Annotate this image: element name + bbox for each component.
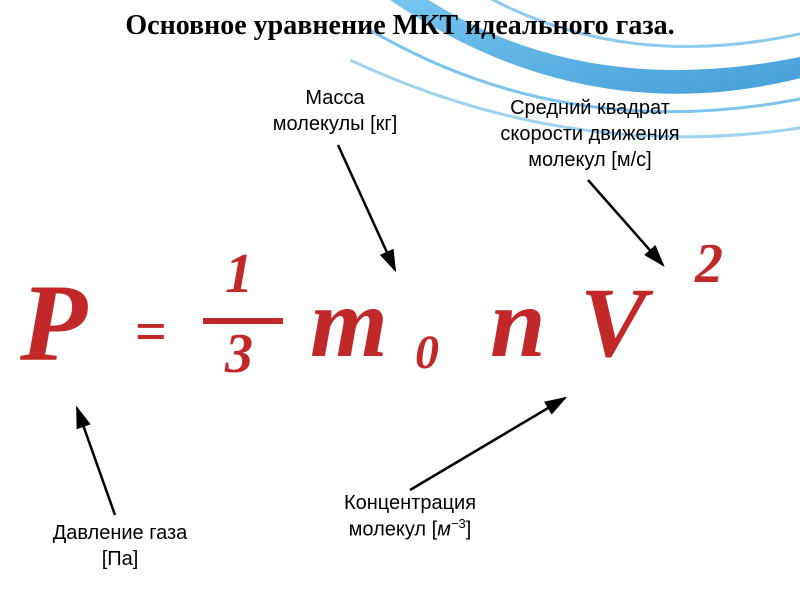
page-title-container: Основное уравнение МКТ идеального газа. — [0, 10, 800, 42]
formula-n: n — [490, 265, 546, 380]
label-pressure-line1: Давление газа — [30, 520, 210, 546]
formula-V: V — [580, 265, 647, 380]
label-pressure-line2: [Па] — [30, 546, 210, 572]
formula-m: m — [310, 265, 388, 380]
arrow-mass — [330, 140, 410, 280]
label-mass: Масса молекулы [кг] — [245, 85, 425, 137]
page-title: Основное уравнение МКТ идеального газа. — [125, 10, 674, 41]
label-pressure: Давление газа [Па] — [30, 520, 210, 572]
formula-three: 3 — [225, 322, 253, 386]
formula-one: 1 — [225, 242, 253, 306]
label-velocity-line3: молекул [м/с] — [470, 147, 710, 173]
label-concentration-line2: молекул [м−3] — [290, 516, 530, 543]
formula-equals: = — [135, 300, 167, 364]
label-concentration-line1: Концентрация — [290, 490, 530, 516]
formula-P: P — [20, 260, 87, 387]
label-velocity: Средний квадрат скорости движения молеку… — [470, 95, 710, 173]
label-concentration: Концентрация молекул [м−3] — [290, 490, 530, 543]
label-mass-line1: Масса — [245, 85, 425, 111]
label-velocity-line2: скорости движения — [470, 121, 710, 147]
arrow-velocity — [578, 175, 678, 275]
formula-sup-two: 2 — [695, 232, 723, 296]
label-mass-line2: молекулы [кг] — [245, 111, 425, 137]
formula: P = 1 3 m 0 n V 2 — [0, 270, 800, 430]
formula-sub-zero: 0 — [415, 325, 439, 380]
label-velocity-line1: Средний квадрат — [470, 95, 710, 121]
